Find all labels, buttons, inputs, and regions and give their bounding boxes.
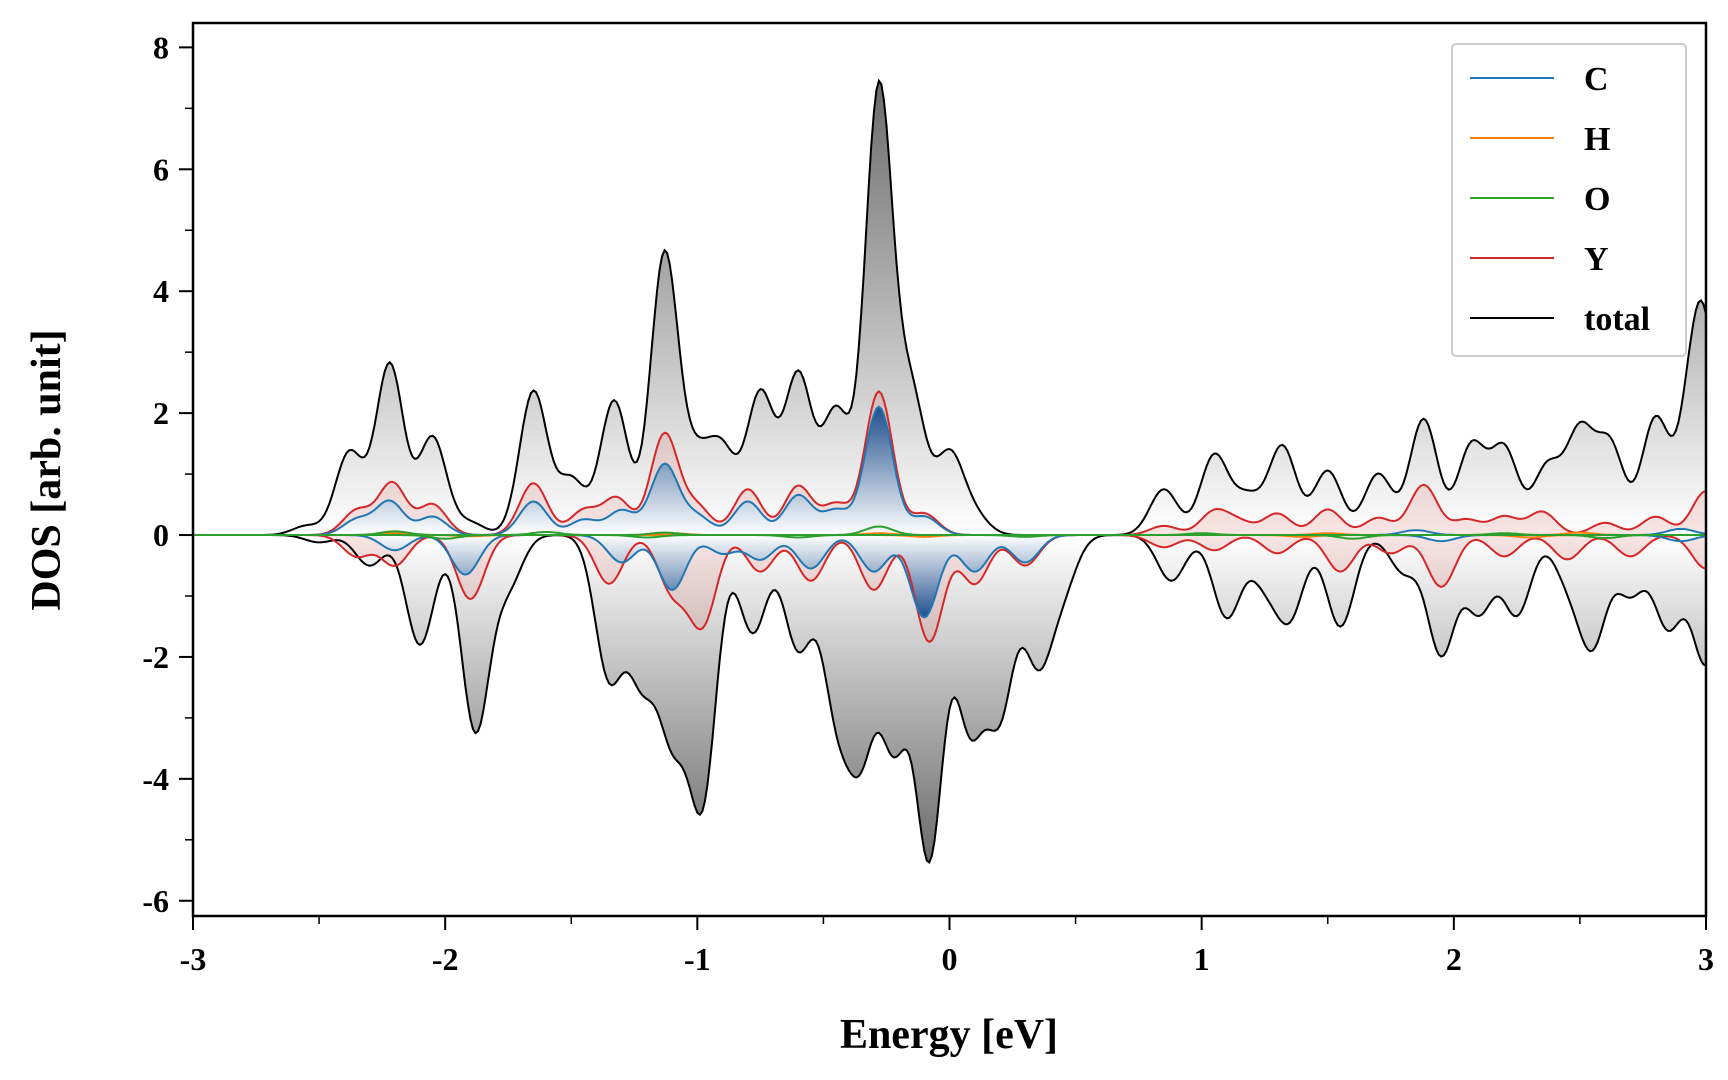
x-tick-label: -1 [684,941,711,977]
y-tick-label: -4 [142,761,169,797]
x-tick-label: 2 [1446,941,1462,977]
fill-total-up [193,80,1706,536]
y-axis-ticks: -6 -4 -2 0 2 4 6 8 [142,29,193,919]
x-axis-label: Energy [eV] [840,1012,1058,1058]
series-layer [193,78,1707,864]
y-tick-label: 0 [153,517,169,553]
fill-c-down [193,535,1706,618]
legend-label-y: Y [1584,241,1609,278]
x-tick-label: 1 [1194,941,1210,977]
x-axis-ticks: -3 -2 -1 0 1 2 3 [180,916,1714,977]
y-tick-label: 6 [153,151,169,187]
series-line-total-up [193,78,1707,536]
legend-box [1451,43,1687,357]
series-line-total-down [193,534,1707,864]
series-line-o-down [193,534,1706,540]
x-tick-label: 0 [942,941,958,977]
legend-label-total: total [1584,301,1650,338]
legend-label-c: C [1584,61,1609,98]
fill-total-down [193,535,1706,863]
y-tick-label: 2 [153,395,169,431]
y-tick-label: 4 [153,273,169,309]
legend-label-h: H [1584,121,1610,158]
y-tick-label: -6 [142,883,169,919]
y-tick-label: 8 [153,29,169,65]
x-tick-label: 3 [1698,941,1714,977]
series-line-c-down [193,534,1707,619]
y-tick-label: -2 [142,639,169,675]
y-axis-label: DOS [arb. unit] [24,329,70,610]
x-tick-label: -3 [180,941,207,977]
legend-label-o: O [1584,181,1610,218]
x-tick-label: -2 [432,941,459,977]
